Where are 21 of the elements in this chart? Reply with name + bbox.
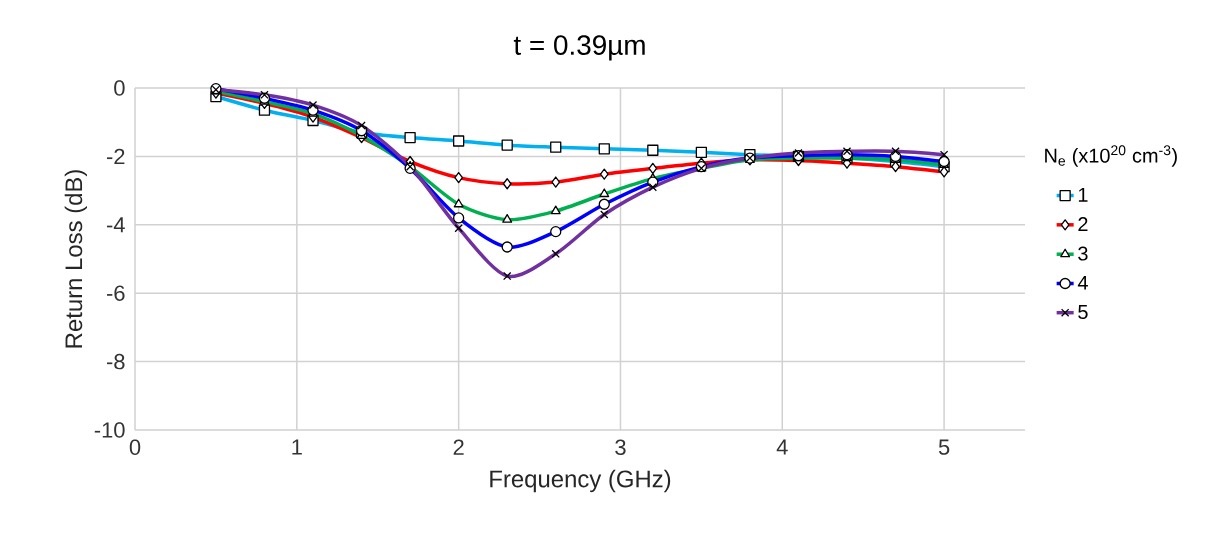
x-tick-label: 1	[292, 439, 302, 455]
y-tick-label: 0	[114, 80, 125, 96]
legend-label: 2	[1078, 217, 1088, 232]
y-axis-title: Return Loss (dB)	[64, 170, 87, 348]
x-tick-label: 2	[453, 439, 464, 455]
x-tick-label: 3	[615, 439, 626, 456]
y-tick-label: -2	[106, 148, 125, 165]
legend-label: 1	[1078, 187, 1088, 202]
legend-label: 3	[1078, 246, 1088, 261]
x-axis-title: Frequency (GHz)	[490, 469, 671, 493]
y-tick-label: -10	[94, 422, 125, 438]
legend-label: 4	[1077, 275, 1088, 290]
y-tick-label: -4	[106, 217, 125, 233]
chart-title: t = 0.39µm	[513, 35, 645, 61]
legend-title: N$_{e}$ (x10$^{20}$ cm$^{-3}$)	[1045, 145, 1177, 167]
x-tick-label: 4	[776, 439, 788, 455]
legend-label: 5	[1078, 305, 1088, 319]
x-tick-label: 5	[938, 439, 950, 455]
y-tick-label: -8	[106, 353, 125, 370]
y-tick-label: -6	[106, 285, 125, 301]
x-tick-label: 0	[129, 439, 141, 456]
